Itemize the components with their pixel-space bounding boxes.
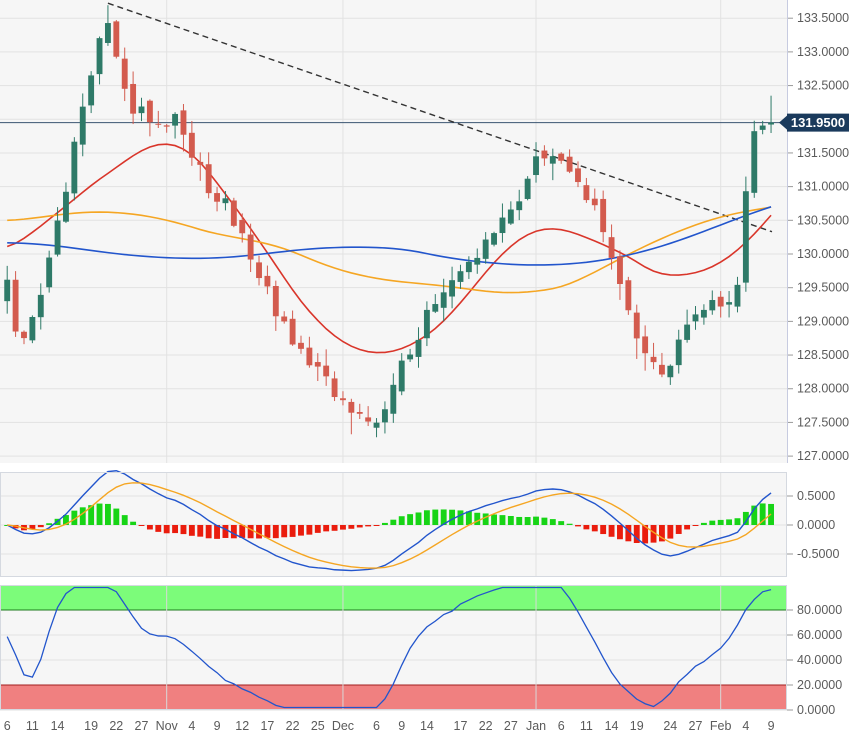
svg-text:130.0000: 130.0000 xyxy=(797,247,849,261)
svg-text:Jan: Jan xyxy=(526,719,546,733)
svg-text:9: 9 xyxy=(214,719,221,733)
svg-text:131.9500: 131.9500 xyxy=(791,115,845,130)
svg-text:19: 19 xyxy=(630,719,644,733)
svg-text:128.5000: 128.5000 xyxy=(797,348,849,362)
svg-text:17: 17 xyxy=(260,719,274,733)
svg-text:27: 27 xyxy=(689,719,703,733)
svg-text:17: 17 xyxy=(454,719,468,733)
svg-text:Dec: Dec xyxy=(332,719,354,733)
svg-text:133.0000: 133.0000 xyxy=(797,45,849,59)
svg-text:12: 12 xyxy=(235,719,249,733)
svg-text:14: 14 xyxy=(51,719,65,733)
svg-text:129.5000: 129.5000 xyxy=(797,281,849,295)
svg-text:132.5000: 132.5000 xyxy=(797,79,849,93)
svg-text:11: 11 xyxy=(26,719,39,733)
svg-text:0.5000: 0.5000 xyxy=(797,489,835,503)
svg-text:14: 14 xyxy=(420,719,434,733)
svg-text:25: 25 xyxy=(311,719,325,733)
svg-text:127.0000: 127.0000 xyxy=(797,449,849,463)
svg-text:22: 22 xyxy=(286,719,300,733)
svg-text:19: 19 xyxy=(84,719,98,733)
svg-text:6: 6 xyxy=(4,719,11,733)
svg-text:131.0000: 131.0000 xyxy=(797,180,849,194)
svg-text:24: 24 xyxy=(663,719,677,733)
svg-text:4: 4 xyxy=(742,719,749,733)
svg-text:20.0000: 20.0000 xyxy=(797,678,842,692)
svg-text:27: 27 xyxy=(504,719,518,733)
svg-text:Feb: Feb xyxy=(710,719,732,733)
svg-text:0.0000: 0.0000 xyxy=(797,703,835,717)
svg-text:128.0000: 128.0000 xyxy=(797,382,849,396)
svg-text:27: 27 xyxy=(135,719,149,733)
svg-text:9: 9 xyxy=(768,719,775,733)
svg-text:129.0000: 129.0000 xyxy=(797,314,849,328)
svg-text:127.5000: 127.5000 xyxy=(797,415,849,429)
svg-text:22: 22 xyxy=(479,719,493,733)
svg-text:-0.5000: -0.5000 xyxy=(797,547,839,561)
svg-text:130.5000: 130.5000 xyxy=(797,213,849,227)
svg-text:80.0000: 80.0000 xyxy=(797,603,842,617)
svg-text:133.5000: 133.5000 xyxy=(797,11,849,25)
svg-text:9: 9 xyxy=(398,719,405,733)
svg-text:14: 14 xyxy=(605,719,619,733)
svg-text:6: 6 xyxy=(373,719,380,733)
svg-text:40.0000: 40.0000 xyxy=(797,653,842,667)
svg-text:22: 22 xyxy=(109,719,123,733)
svg-text:131.5000: 131.5000 xyxy=(797,146,849,160)
svg-text:4: 4 xyxy=(188,719,195,733)
svg-text:11: 11 xyxy=(580,719,593,733)
svg-text:6: 6 xyxy=(558,719,565,733)
svg-text:0.0000: 0.0000 xyxy=(797,518,835,532)
svg-text:Nov: Nov xyxy=(156,719,179,733)
svg-text:60.0000: 60.0000 xyxy=(797,628,842,642)
